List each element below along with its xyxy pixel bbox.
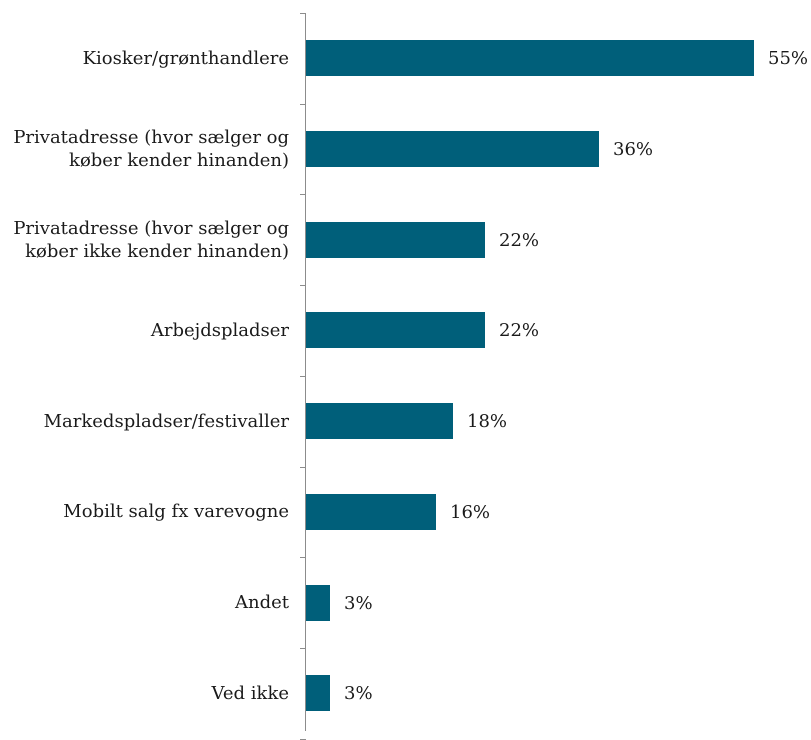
y-axis-tick	[300, 557, 306, 558]
y-axis-tick	[300, 648, 306, 649]
bar	[306, 675, 330, 711]
y-axis-line	[305, 13, 306, 731]
bar	[306, 131, 599, 167]
category-label: Kiosker/grønthandlere	[82, 48, 289, 69]
category-label: Mobilt salg fx varevogne	[63, 501, 289, 522]
category-label: Andet	[235, 592, 289, 613]
y-axis-tick	[300, 285, 306, 286]
data-label: 18%	[467, 411, 508, 432]
bar	[306, 403, 453, 439]
data-label: 55%	[768, 48, 809, 69]
category-label: Markedspladser/festivaller	[43, 411, 289, 432]
bar	[306, 585, 330, 621]
y-axis-tick	[300, 376, 306, 377]
y-axis-tick	[300, 467, 306, 468]
bar	[306, 222, 485, 258]
data-label: 3%	[344, 593, 373, 614]
category-label: Privatadresse (hvor sælger og køber ikke…	[13, 218, 289, 262]
y-axis-tick	[300, 194, 306, 195]
data-label: 3%	[344, 683, 373, 704]
data-label: 16%	[450, 502, 491, 523]
bar	[306, 312, 485, 348]
data-label: 22%	[499, 320, 540, 341]
category-label: Privatadresse (hvor sælger og køber kend…	[13, 127, 289, 171]
bar	[306, 40, 754, 76]
category-label: Arbejdspladser	[150, 320, 289, 341]
data-label: 22%	[499, 230, 540, 251]
category-label: Ved ikke	[211, 683, 289, 704]
y-axis-tick	[300, 13, 306, 14]
bar	[306, 494, 436, 530]
y-axis-tick	[300, 104, 306, 105]
data-label: 36%	[613, 139, 654, 160]
